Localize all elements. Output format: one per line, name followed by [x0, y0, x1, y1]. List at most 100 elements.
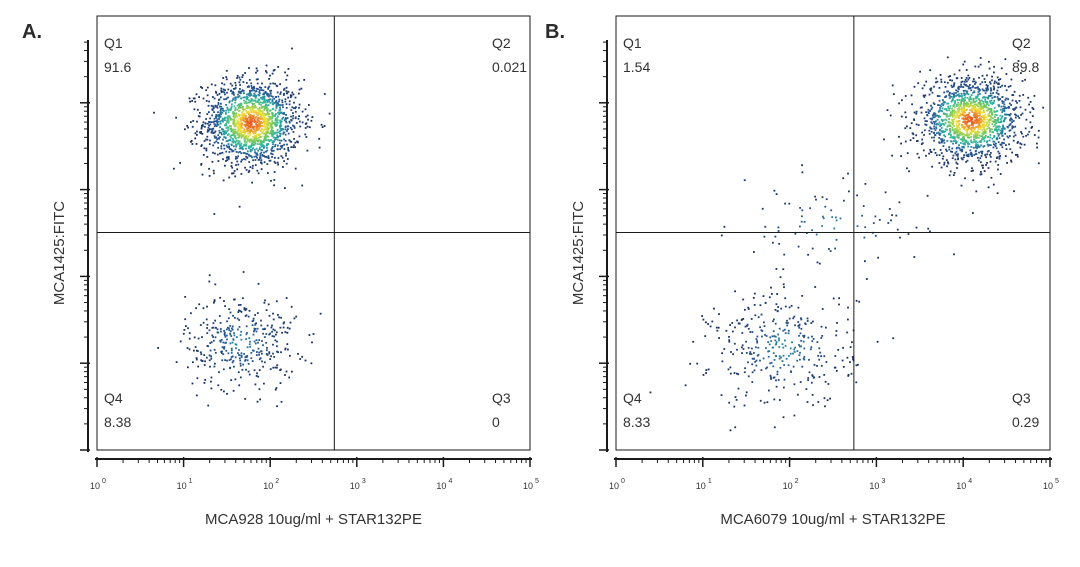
- data-point: [250, 138, 253, 140]
- data-point: [219, 110, 222, 112]
- data-point: [245, 82, 248, 84]
- data-point: [974, 65, 977, 68]
- data-point: [900, 115, 903, 118]
- data-point: [814, 195, 816, 198]
- data-point: [996, 126, 999, 128]
- data-point: [949, 121, 952, 124]
- data-point: [847, 375, 850, 377]
- data-point: [255, 95, 257, 98]
- data-point: [213, 300, 216, 303]
- data-point: [784, 332, 787, 335]
- data-point: [769, 374, 772, 377]
- data-point: [952, 123, 954, 126]
- data-point: [1009, 122, 1012, 125]
- data-point: [942, 140, 944, 142]
- data-point: [942, 103, 945, 106]
- data-point: [241, 90, 243, 93]
- data-point: [913, 119, 916, 121]
- data-point: [999, 118, 1002, 121]
- data-point: [287, 148, 290, 151]
- data-point: [280, 351, 282, 354]
- data-point: [747, 361, 749, 364]
- data-point: [968, 77, 971, 79]
- data-point: [285, 78, 288, 81]
- data-point: [751, 363, 754, 366]
- x-tick-label: 10: [869, 481, 879, 491]
- data-point: [940, 140, 943, 143]
- data-point: [973, 140, 976, 143]
- data-point: [281, 118, 284, 120]
- data-point: [247, 139, 249, 142]
- data-point: [996, 192, 999, 195]
- data-point: [211, 114, 213, 117]
- data-point: [988, 67, 991, 70]
- data-point: [250, 149, 253, 152]
- data-point: [202, 307, 205, 310]
- data-point: [938, 154, 941, 156]
- data-point: [257, 112, 260, 115]
- data-point: [266, 143, 269, 146]
- data-point: [943, 124, 946, 126]
- data-point: [927, 227, 930, 230]
- data-point: [222, 158, 224, 161]
- x-tick-exponent: 5: [1055, 478, 1059, 485]
- data-point: [297, 141, 299, 144]
- data-point: [985, 141, 988, 144]
- data-point: [946, 81, 949, 84]
- data-point: [274, 143, 277, 146]
- data-point: [983, 111, 986, 114]
- data-point: [981, 126, 984, 129]
- data-point: [974, 116, 976, 119]
- data-point: [989, 134, 992, 136]
- data-point: [293, 101, 295, 104]
- data-point: [944, 130, 947, 133]
- data-point: [225, 109, 227, 112]
- data-point: [935, 77, 938, 80]
- data-point: [999, 129, 1002, 132]
- data-point: [239, 145, 241, 147]
- data-point: [260, 149, 263, 151]
- data-point: [201, 173, 204, 176]
- data-point: [956, 116, 958, 119]
- data-point: [989, 144, 992, 147]
- data-point: [284, 71, 286, 74]
- data-point: [279, 382, 282, 384]
- data-point: [734, 290, 736, 293]
- data-point: [968, 105, 971, 107]
- data-point: [939, 109, 941, 112]
- quadrant-value-q4: 8.38: [104, 414, 131, 430]
- data-point: [816, 261, 819, 264]
- data-point: [977, 114, 980, 117]
- data-point: [723, 348, 726, 350]
- data-point: [981, 88, 984, 91]
- data-point: [958, 109, 961, 112]
- data-point: [283, 131, 286, 134]
- data-point: [234, 136, 236, 139]
- data-point: [220, 330, 222, 333]
- data-point: [1037, 136, 1040, 139]
- data-point: [208, 359, 211, 362]
- data-point: [289, 96, 292, 99]
- data-point: [981, 111, 984, 114]
- data-point: [775, 379, 777, 382]
- data-point: [239, 150, 241, 153]
- data-point: [224, 136, 227, 139]
- data-point: [244, 158, 247, 161]
- data-point: [206, 305, 208, 308]
- data-point: [216, 105, 218, 107]
- data-point: [213, 97, 216, 100]
- data-point: [1004, 58, 1007, 61]
- data-point: [977, 108, 980, 111]
- data-point: [218, 137, 220, 139]
- data-point: [222, 128, 225, 131]
- data-point: [213, 125, 216, 128]
- data-point: [265, 92, 268, 94]
- data-point: [231, 361, 234, 364]
- data-point: [267, 108, 270, 111]
- data-point: [245, 147, 247, 150]
- data-point: [977, 98, 980, 100]
- data-point: [1028, 130, 1031, 133]
- data-point: [938, 87, 941, 89]
- data-point: [281, 99, 283, 102]
- data-point: [272, 69, 275, 72]
